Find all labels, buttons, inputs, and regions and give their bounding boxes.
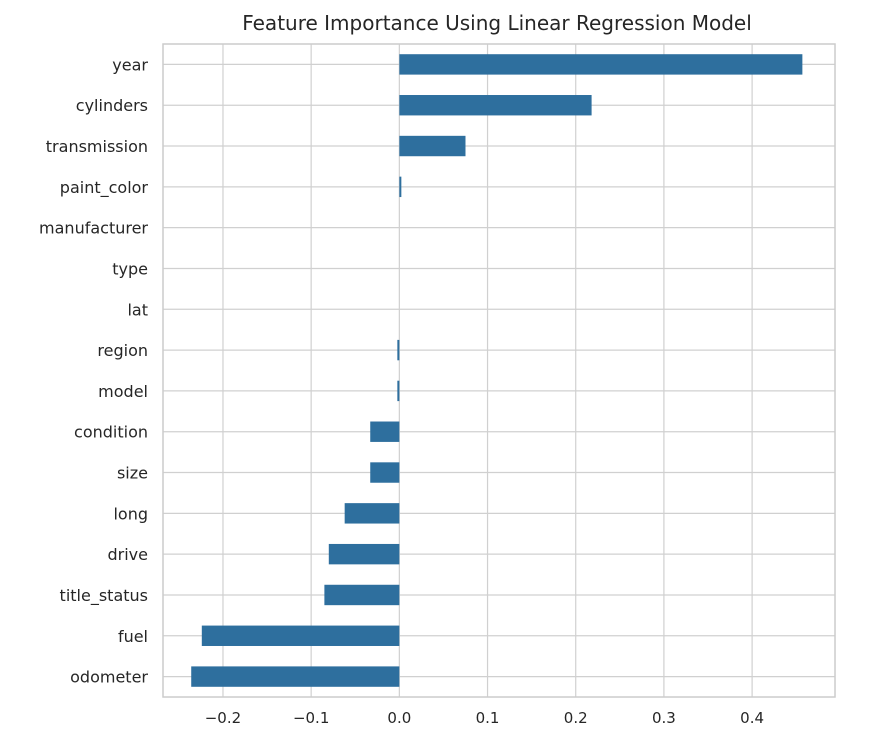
y-tick-label-odometer: odometer — [70, 668, 148, 687]
y-tick-label-transmission: transmission — [46, 137, 148, 156]
y-tick-label-drive: drive — [108, 545, 149, 564]
bar-title_status — [324, 584, 400, 606]
x-tick-label-3: 0.1 — [476, 709, 500, 727]
bar-transmission — [399, 135, 466, 157]
x-tick-label-4: 0.2 — [564, 709, 588, 727]
bar-fuel — [201, 625, 400, 646]
y-tick-label-size: size — [117, 464, 148, 483]
y-tick-label-year: year — [112, 55, 148, 74]
y-tick-label-cylinders: cylinders — [76, 96, 148, 115]
bar-year — [399, 54, 803, 75]
y-tick-label-long: long — [113, 504, 148, 523]
bar-size — [370, 462, 400, 483]
y-tick-label-lat: lat — [127, 300, 148, 319]
bar-long — [344, 503, 400, 524]
bar-odometer — [191, 666, 400, 687]
x-tick-labels: −0.2 −0.1 0.0 0.1 0.2 0.3 0.4 — [205, 709, 764, 727]
chart-title: Feature Importance Using Linear Regressi… — [242, 11, 752, 35]
y-tick-label-title_status: title_status — [60, 586, 148, 606]
y-tick-label-region: region — [97, 341, 148, 360]
grid-lines — [163, 44, 835, 697]
bar-model — [397, 380, 400, 402]
y-tick-label-manufacturer: manufacturer — [39, 219, 148, 238]
bar-cylinders — [399, 95, 592, 116]
y-tick-label-fuel: fuel — [118, 627, 148, 646]
y-tick-label-condition: condition — [74, 423, 148, 442]
bars — [191, 54, 803, 687]
bar-region — [397, 339, 400, 361]
x-tick-label-0: −0.2 — [205, 709, 241, 727]
x-tick-label-1: −0.1 — [293, 709, 329, 727]
bar-drive — [328, 543, 400, 565]
y-tick-labels: year cylinders transmission paint_colormanu… — [39, 55, 148, 686]
x-tick-label-6: 0.4 — [740, 709, 764, 727]
x-tick-label-5: 0.3 — [652, 709, 676, 727]
bar-condition — [370, 421, 400, 442]
x-tick-label-2: 0.0 — [387, 709, 411, 727]
y-tick-label-model: model — [98, 382, 148, 401]
plot-frame — [162, 43, 836, 698]
y-tick-label-type: type — [112, 259, 148, 278]
y-tick-label-paint_color: paint_color — [60, 178, 149, 198]
bar-paint_color — [399, 176, 402, 198]
